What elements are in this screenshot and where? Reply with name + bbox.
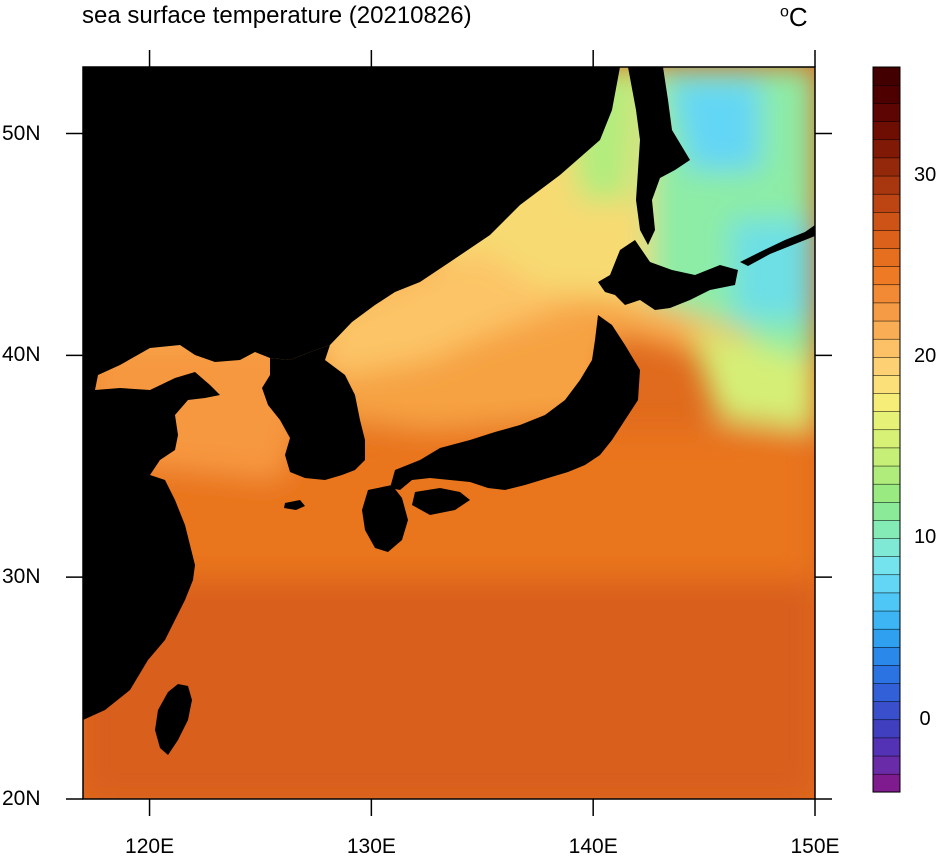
colorbar-swatch	[872, 338, 901, 358]
colorbar-swatch	[872, 501, 901, 521]
colorbar-label: 0	[919, 707, 931, 730]
map-frame	[82, 66, 816, 800]
colorbar-swatch	[872, 393, 901, 412]
y-tick-label: 40N	[2, 343, 41, 367]
colorbar	[872, 66, 901, 793]
colorbar-frame	[872, 66, 901, 793]
colorbar-swatch	[872, 519, 901, 539]
colorbar-swatch	[872, 284, 901, 304]
colorbar-swatch	[872, 139, 901, 159]
colorbar-swatch	[872, 429, 901, 449]
land-honshu	[390, 315, 640, 490]
colorbar-swatch	[872, 248, 901, 267]
colorbar-label: 10	[914, 526, 937, 549]
land-korean-peninsula	[262, 345, 365, 480]
land-jeju	[284, 500, 305, 510]
colorbar-swatch	[872, 229, 901, 249]
colorbar-label: 20	[914, 345, 937, 367]
y-tick-label: 20N	[2, 787, 41, 810]
colorbar-swatch	[872, 211, 901, 231]
colorbar-swatch	[872, 175, 901, 195]
x-tick-label: 150E	[790, 835, 840, 858]
x-tick-label: 120E	[125, 835, 175, 858]
colorbar-swatch	[872, 157, 901, 177]
colorbar-swatch	[872, 646, 901, 666]
unit-letter: C	[788, 2, 808, 32]
colorbar-swatch	[872, 592, 901, 612]
colorbar-label: 30	[914, 163, 937, 186]
colorbar-swatch	[872, 538, 901, 557]
unit-label: oC	[780, 2, 808, 33]
colorbar-swatch	[872, 84, 901, 104]
land-sakhalin	[628, 67, 690, 245]
colorbar-swatch	[872, 320, 901, 340]
colorbar-swatch	[872, 121, 901, 141]
land-masses	[83, 67, 815, 755]
map-title: sea surface temperature (20210826)	[82, 2, 472, 29]
x-tick-label: 130E	[346, 835, 396, 858]
land-shikoku	[412, 488, 470, 515]
colorbar-swatch	[872, 755, 901, 775]
colorbar-swatch	[872, 447, 901, 467]
colorbar-swatch	[872, 465, 901, 485]
colorbar-swatch	[872, 773, 901, 793]
colorbar-swatch	[872, 266, 901, 286]
x-tick-label: 140E	[568, 835, 618, 858]
colorbar-swatch	[872, 302, 901, 322]
colorbar-swatch	[872, 683, 901, 702]
land-kuril-islands	[740, 225, 815, 266]
land-hokkaido	[598, 240, 738, 310]
colorbar-swatch	[872, 574, 901, 594]
colorbar-swatch	[872, 374, 901, 394]
colorbar-swatch	[872, 701, 901, 721]
land-kyushu	[362, 485, 408, 552]
land-asia-mainland	[83, 67, 620, 720]
colorbar-swatch	[872, 193, 901, 213]
colorbar-swatch	[872, 66, 901, 86]
colorbar-swatch	[872, 356, 901, 376]
land-taiwan	[155, 684, 192, 755]
colorbar-swatch	[872, 610, 901, 630]
colorbar-swatch	[872, 664, 901, 684]
colorbar-swatch	[872, 411, 901, 431]
axis-ticks	[66, 50, 832, 816]
colorbar-swatch	[872, 737, 901, 757]
colorbar-swatch	[872, 719, 901, 739]
y-tick-label: 50N	[2, 121, 41, 145]
colorbar-swatch	[872, 628, 901, 648]
colorbar-swatch	[872, 556, 901, 576]
y-tick-label: 30N	[2, 565, 41, 589]
degree-symbol: o	[780, 3, 789, 21]
colorbar-swatch	[872, 483, 901, 503]
colorbar-swatch	[872, 103, 901, 122]
